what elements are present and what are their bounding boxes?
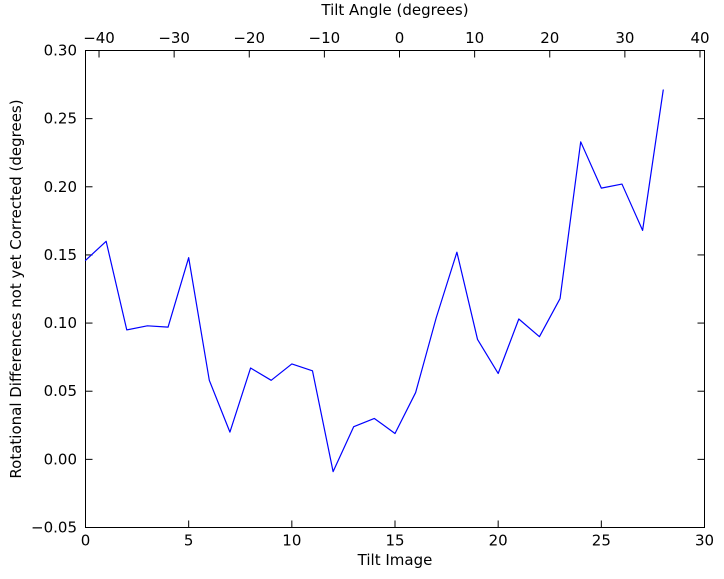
y-tick-label: 0.10 [44,314,77,332]
x-tick-label: 0 [81,532,91,550]
top-tick-label: −10 [309,29,341,47]
y-tick-label: 0.20 [44,178,77,196]
x-tick-label: 30 [695,532,714,550]
y-tick-label: 0.00 [44,450,77,468]
x-tick-label: 20 [489,532,508,550]
top-tick-label: 0 [395,29,405,47]
x-tick-label: 5 [184,532,194,550]
y-tick-label: 0.30 [44,42,77,60]
top-tick-label: 30 [615,29,634,47]
y-tick-label: 0.05 [44,382,77,400]
top-axis-title: Tilt Angle (degrees) [321,1,469,19]
top-tick-label: −20 [233,29,265,47]
plot-border [85,50,705,528]
y-tick-label: 0.15 [44,246,77,264]
data-line [84,89,664,473]
top-tick-label: −30 [158,29,190,47]
top-tick-label: −40 [83,29,115,47]
top-tick-label: 20 [540,29,559,47]
x-axis-label: Tilt Image [357,551,433,569]
y-tick-label: 0.25 [44,110,77,128]
y-tick-label: −0.05 [31,519,77,537]
x-tick-label: 25 [592,532,611,550]
x-tick-label: 10 [282,532,301,550]
x-tick-label: 15 [385,532,404,550]
top-tick-label: 40 [690,29,709,47]
top-tick-label: 10 [465,29,484,47]
